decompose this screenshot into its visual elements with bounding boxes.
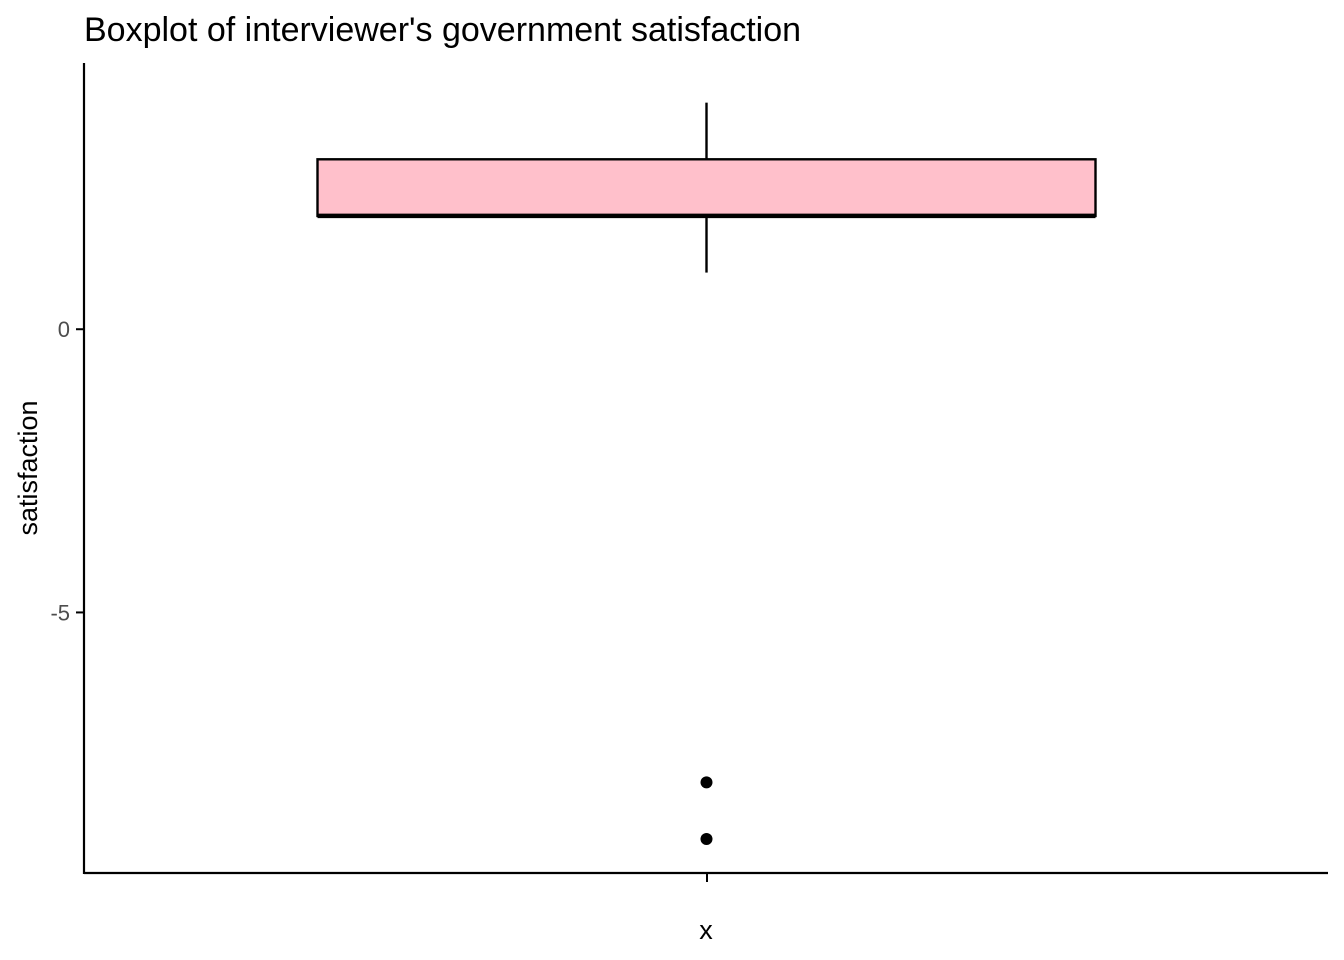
y-axis-label: satisfaction [13,400,43,535]
plot-area [316,102,1097,846]
y-tick-label: -5 [50,600,70,625]
outlier-point [700,776,713,789]
chart-title: Boxplot of interviewer's government sati… [84,11,801,49]
iqr-box [316,158,1097,218]
y-axis-ticks: 0 -5 [50,317,84,625]
outlier-point [700,833,713,846]
y-tick-label: 0 [58,317,70,342]
x-axis-label: x [699,915,713,945]
